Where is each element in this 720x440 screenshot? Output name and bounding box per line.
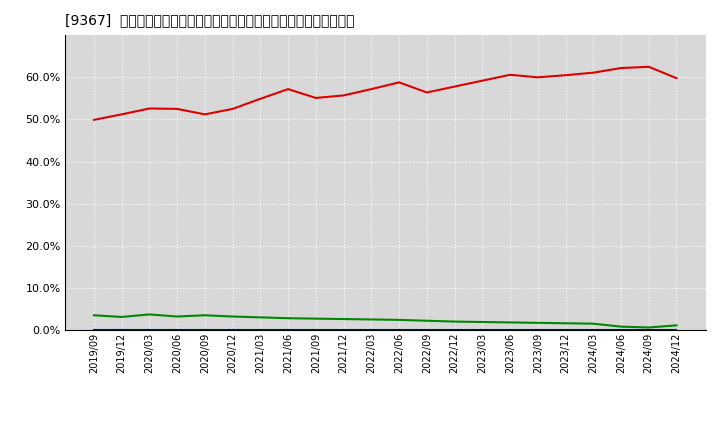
のれん [450,327,459,333]
繰延税金資産 [534,320,542,326]
自己資本 [312,95,320,101]
Line: 繰延税金資産: 繰延税金資産 [94,315,677,327]
のれん [367,327,376,333]
繰延税金資産 [145,312,154,317]
自己資本 [256,96,265,102]
繰延税金資産 [367,317,376,322]
のれん [423,327,431,333]
自己資本 [89,117,98,122]
のれん [201,327,210,333]
自己資本 [505,72,514,77]
のれん [672,327,681,333]
自己資本 [117,112,126,117]
繰延税金資産 [450,319,459,324]
繰延税金資産 [312,316,320,321]
のれん [312,327,320,333]
自己資本 [589,70,598,75]
自己資本 [644,64,653,70]
のれん [534,327,542,333]
自己資本 [616,66,625,71]
繰延税金資産 [561,321,570,326]
Text: [9367]  自己資本、のれん、繰延税金資産の総資産に対する比率の推移: [9367] 自己資本、のれん、繰延税金資産の総資産に対する比率の推移 [65,13,354,27]
繰延税金資産 [644,325,653,330]
のれん [505,327,514,333]
繰延税金資産 [672,323,681,328]
繰延税金資産 [423,318,431,323]
のれん [589,327,598,333]
のれん [145,327,154,333]
自己資本 [228,106,237,111]
自己資本 [395,80,403,85]
自己資本 [173,106,181,111]
のれん [284,327,292,333]
繰延税金資産 [339,316,348,322]
のれん [644,327,653,333]
Line: 自己資本: 自己資本 [94,67,677,120]
自己資本 [145,106,154,111]
自己資本 [478,78,487,83]
繰延税金資産 [478,319,487,325]
繰延税金資産 [284,315,292,321]
自己資本 [534,75,542,80]
のれん [616,327,625,333]
繰延税金資産 [589,321,598,326]
自己資本 [450,84,459,89]
自己資本 [423,90,431,95]
繰延税金資産 [173,314,181,319]
自己資本 [672,76,681,81]
のれん [173,327,181,333]
繰延税金資産 [616,324,625,329]
のれん [117,327,126,333]
繰延税金資産 [505,320,514,325]
自己資本 [284,87,292,92]
のれん [256,327,265,333]
繰延税金資産 [256,315,265,320]
繰延税金資産 [117,314,126,319]
のれん [89,327,98,333]
のれん [228,327,237,333]
繰延税金資産 [201,312,210,318]
のれん [395,327,403,333]
自己資本 [367,87,376,92]
自己資本 [561,73,570,78]
繰延税金資産 [89,312,98,318]
繰延税金資産 [228,314,237,319]
繰延税金資産 [395,317,403,323]
自己資本 [339,93,348,98]
のれん [478,327,487,333]
のれん [339,327,348,333]
のれん [561,327,570,333]
自己資本 [201,112,210,117]
